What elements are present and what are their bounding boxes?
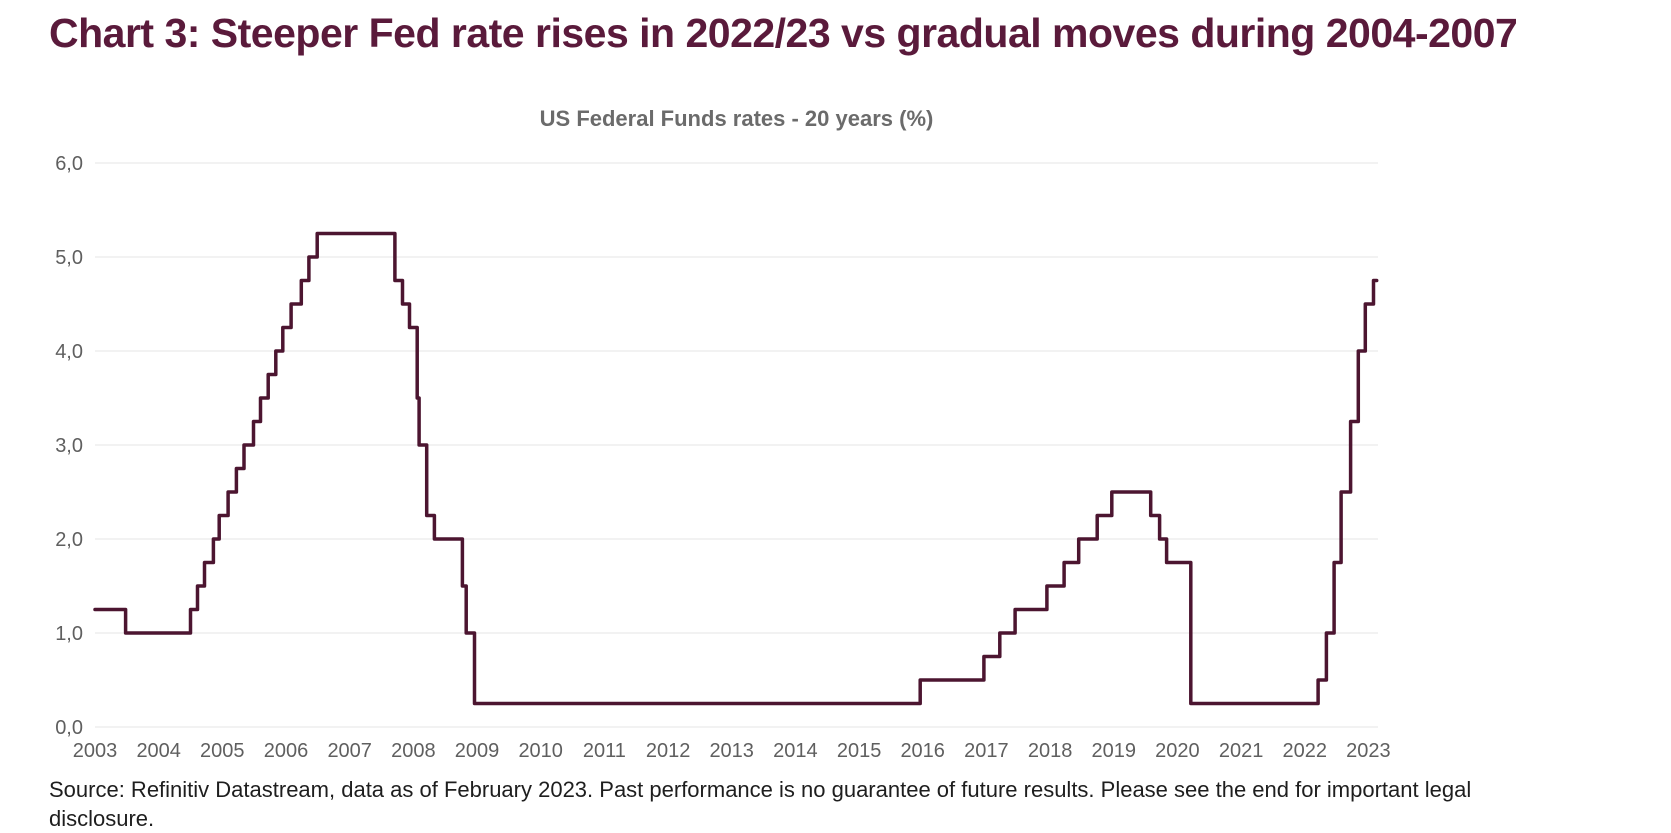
x-tick-label: 2019 — [1092, 740, 1137, 762]
x-tick-label: 2022 — [1283, 740, 1328, 762]
x-tick-label: 2009 — [455, 740, 500, 762]
fed-funds-rate-line — [93, 231, 1379, 706]
x-tick-label: 2023 — [1346, 740, 1391, 762]
y-tick-label: 2,0 — [55, 529, 83, 551]
y-tick-label: 0,0 — [55, 717, 83, 739]
y-tick-label: 5,0 — [55, 247, 83, 269]
x-tick-label: 2005 — [200, 740, 245, 762]
x-tick-label: 2017 — [964, 740, 1009, 762]
source-note: Source: Refinitiv Datastream, data as of… — [49, 777, 1472, 831]
x-tick-label: 2004 — [136, 740, 181, 762]
fed-funds-rate-chart: 0,0 1,0 2,0 3,0 4,0 5,0 6,0 2003 2004 2005 2006 200… — [55, 153, 1391, 762]
y-tick-label: 6,0 — [55, 153, 83, 175]
x-tick-label: 2011 — [583, 740, 626, 762]
x-tick-label: 2008 — [391, 740, 436, 762]
y-tick-label: 1,0 — [55, 623, 83, 645]
x-tick-label: 2016 — [900, 740, 945, 762]
x-tick-label: 2007 — [327, 740, 372, 762]
x-tick-label: 2015 — [837, 740, 882, 762]
x-tick-label: 2021 — [1219, 740, 1264, 762]
chart-subtitle: US Federal Funds rates - 20 years (%) — [539, 106, 934, 131]
y-tick-label: 3,0 — [55, 435, 83, 457]
x-tick-label: 2003 — [73, 740, 118, 762]
x-tick-label: 2013 — [709, 740, 754, 762]
x-tick-label: 2020 — [1155, 740, 1200, 762]
page-title: Chart 3: Steeper Fed rate rises in 2022/… — [49, 10, 1518, 56]
x-tick-label: 2010 — [518, 740, 563, 762]
y-tick-label: 4,0 — [55, 341, 83, 363]
x-tick-label: 2014 — [773, 740, 818, 762]
x-tick-label: 2012 — [646, 740, 691, 762]
x-tick-label: 2006 — [264, 740, 309, 762]
x-tick-label: 2018 — [1028, 740, 1073, 762]
